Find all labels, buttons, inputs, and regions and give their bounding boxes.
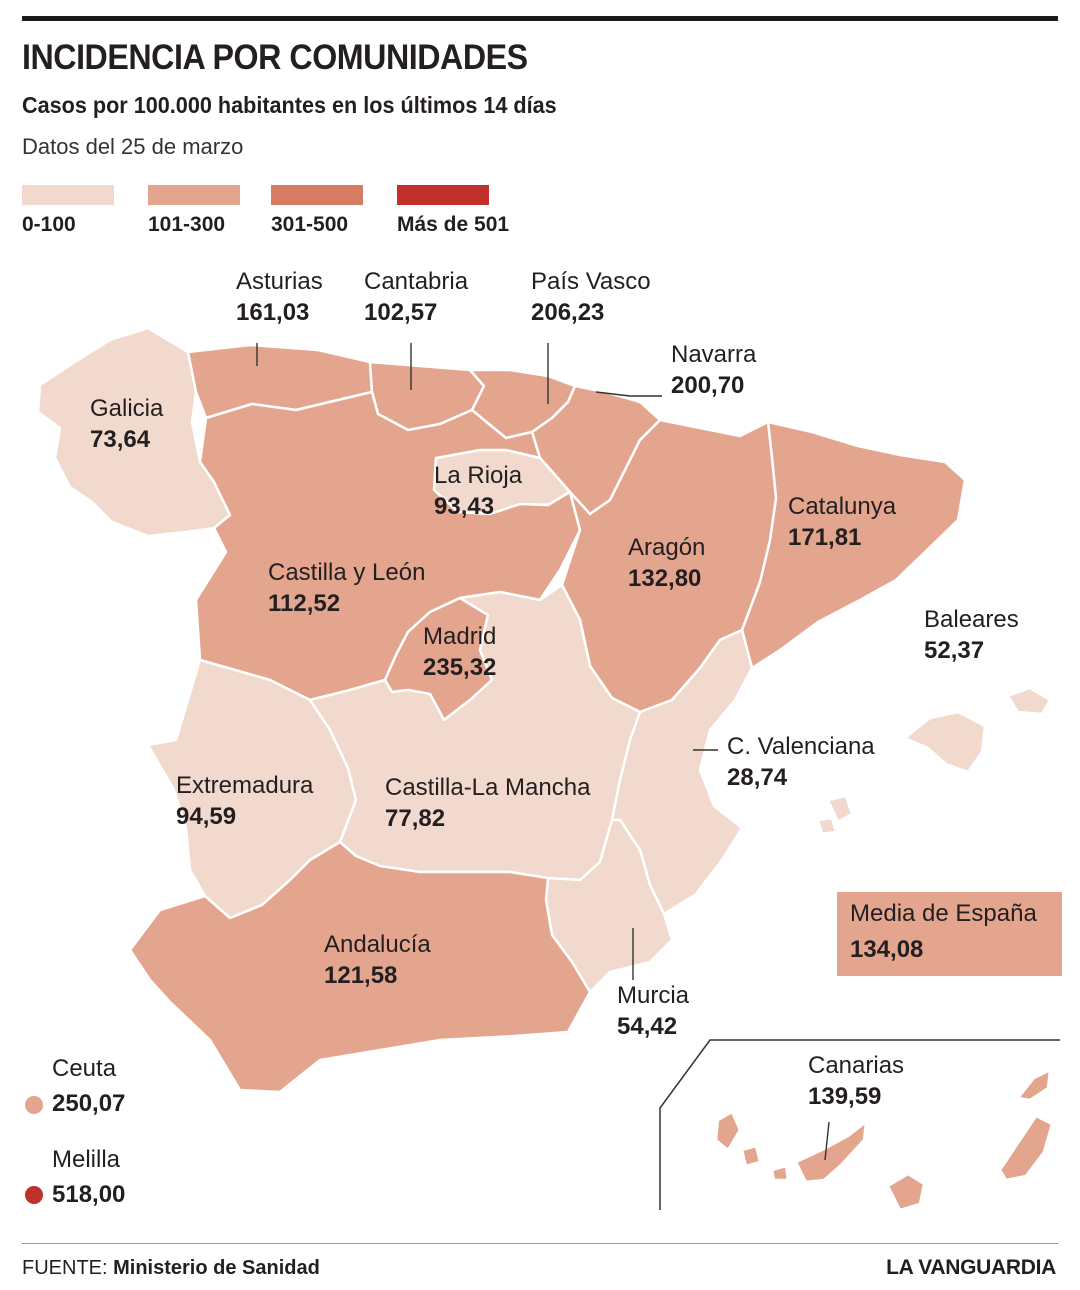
label-la-rioja-value: 93,43 [434,493,495,521]
label-la-rioja: La Rioja 93,43 [434,460,522,522]
label-pais-vasco: País Vasco 206,23 [531,266,651,328]
label-andalucia: Andalucía 121,58 [324,929,431,991]
label-pais-vasco-name: País Vasco [531,268,651,295]
label-murcia-value: 54,42 [617,1013,678,1041]
label-baleares-value: 52,37 [924,637,985,665]
label-asturias: Asturias 161,03 [236,266,323,328]
label-extremadura: Extremadura 94,59 [176,770,313,832]
label-catalunya-value: 171,81 [788,524,862,552]
label-castilla-la-mancha-name: Castilla-La Mancha [385,774,591,801]
data-date: Datos del 25 de marzo [22,134,244,159]
melilla-value: 518,00 [52,1181,126,1208]
label-murcia: Murcia 54,42 [617,980,689,1042]
legend-swatch-0-100 [22,185,114,205]
label-castilla-la-mancha-value: 77,82 [385,805,446,833]
melilla-dot [25,1186,43,1204]
label-castilla-leon-value: 112,52 [268,590,341,618]
label-extremadura-name: Extremadura [176,772,314,799]
spain-map [36,326,1060,1212]
label-cantabria-name: Cantabria [364,268,469,295]
ceuta-value: 250,07 [52,1090,126,1117]
region-andalucia[interactable] [128,840,592,1094]
ceuta-dot [25,1096,43,1114]
label-extremadura-value: 94,59 [176,803,237,831]
legend-swatch-101-300 [148,185,240,205]
label-madrid-name: Madrid [423,623,497,650]
page-title: INCIDENCIA POR COMUNIDADES [22,38,528,77]
label-madrid-value: 235,32 [423,654,497,682]
label-castilla-la-mancha: Castilla-La Mancha 77,82 [385,772,590,834]
bottom-rule [22,1243,1058,1244]
label-galicia-value: 73,64 [90,426,151,454]
label-aragon-value: 132,80 [628,565,702,593]
region-canarias[interactable] [714,1068,1054,1212]
label-baleares-name: Baleares [924,606,1019,633]
label-asturias-value: 161,03 [236,299,310,327]
spain-average-box: Media de España 134,08 [837,892,1062,976]
label-canarias-name: Canarias [808,1052,905,1079]
label-la-rioja-name: La Rioja [434,462,523,489]
label-madrid: Madrid 235,32 [423,621,496,683]
label-canarias: Canarias 139,59 [808,1050,904,1112]
brand-logo: LA VANGUARDIA [886,1256,1056,1279]
label-castilla-leon: Castilla y León 112,52 [268,557,425,619]
spain-average-value: 134,08 [850,936,924,963]
ceuta-name: Ceuta [52,1055,117,1082]
region-baleares[interactable] [816,686,1052,836]
legend-swatch-301-500 [271,185,363,205]
source-key: FUENTE: [22,1257,108,1279]
label-catalunya: Catalunya 171,81 [788,491,896,553]
label-aragon: Aragón 132,80 [628,532,705,594]
label-asturias-name: Asturias [236,268,323,295]
label-cantabria-value: 102,57 [364,299,438,327]
label-c-valenciana: C. Valenciana 28,74 [727,731,875,793]
page-subtitle: Casos por 100.000 habitantes en los últi… [22,92,557,118]
legend-label-0-100: 0-100 [22,213,76,236]
legend-label-mas-501: Más de 501 [397,213,510,236]
label-galicia-name: Galicia [90,395,164,422]
melilla-name: Melilla [52,1146,121,1173]
label-andalucia-value: 121,58 [324,962,398,990]
label-baleares: Baleares 52,37 [924,604,1019,666]
label-andalucia-name: Andalucía [324,931,431,958]
label-navarra-name: Navarra [671,341,757,368]
source-line: FUENTE: Ministerio de Sanidad [22,1257,320,1280]
label-murcia-name: Murcia [617,982,690,1009]
label-castilla-leon-name: Castilla y León [268,559,426,586]
legend-label-101-300: 101-300 [148,213,226,236]
source-name: Ministerio de Sanidad [113,1257,320,1279]
label-pais-vasco-value: 206,23 [531,299,605,327]
label-c-valenciana-name: C. Valenciana [727,733,875,760]
label-aragon-name: Aragón [628,534,706,561]
label-catalunya-name: Catalunya [788,493,897,520]
label-navarra: Navarra 200,70 [671,339,756,401]
canarias-inset-frame [659,1039,1060,1210]
label-canarias-value: 139,59 [808,1083,882,1111]
label-navarra-value: 200,70 [671,372,745,400]
legend-swatch-mas-501 [397,185,489,205]
label-c-valenciana-value: 28,74 [727,764,788,792]
spain-average-label: Media de España [850,900,1037,927]
label-cantabria: Cantabria 102,57 [364,266,468,328]
legend-label-301-500: 301-500 [271,213,349,236]
label-galicia: Galicia 73,64 [90,393,163,455]
top-rule [22,16,1058,21]
